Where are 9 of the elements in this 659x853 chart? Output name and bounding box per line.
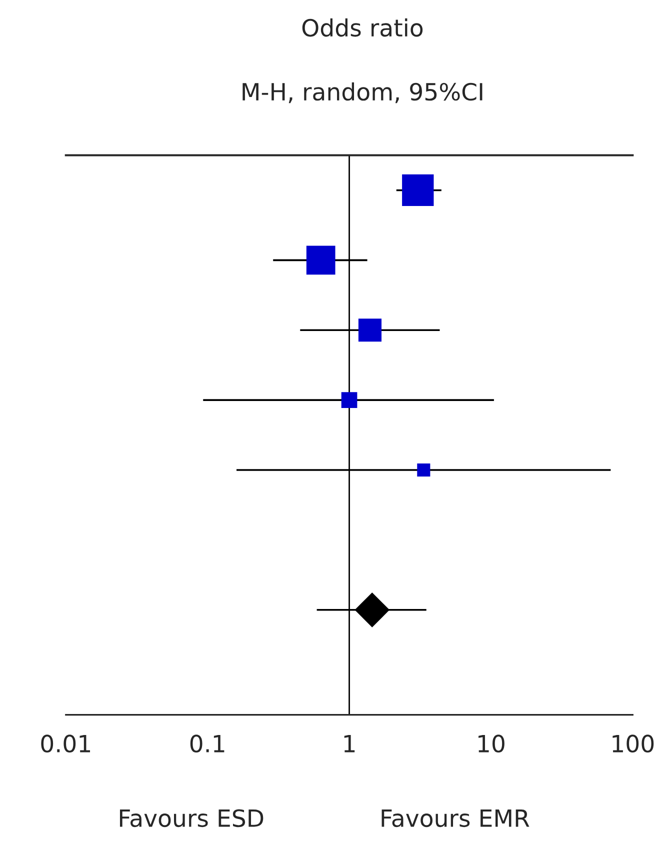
chart-title: Odds ratio bbox=[302, 18, 423, 37]
text: Favours ESD bbox=[120, 809, 264, 828]
x-tick-label: 1 bbox=[344, 734, 355, 752]
text: Favours EMR bbox=[382, 810, 530, 828]
chart-subtitle: M-H, random, 95%CI bbox=[242, 82, 482, 104]
x-tick-label: 10 bbox=[478, 734, 504, 753]
x-tick-label: 100 bbox=[612, 734, 654, 753]
x-tick-label: 0.1 bbox=[190, 734, 224, 753]
x-tick-label: 0.01 bbox=[41, 734, 90, 753]
